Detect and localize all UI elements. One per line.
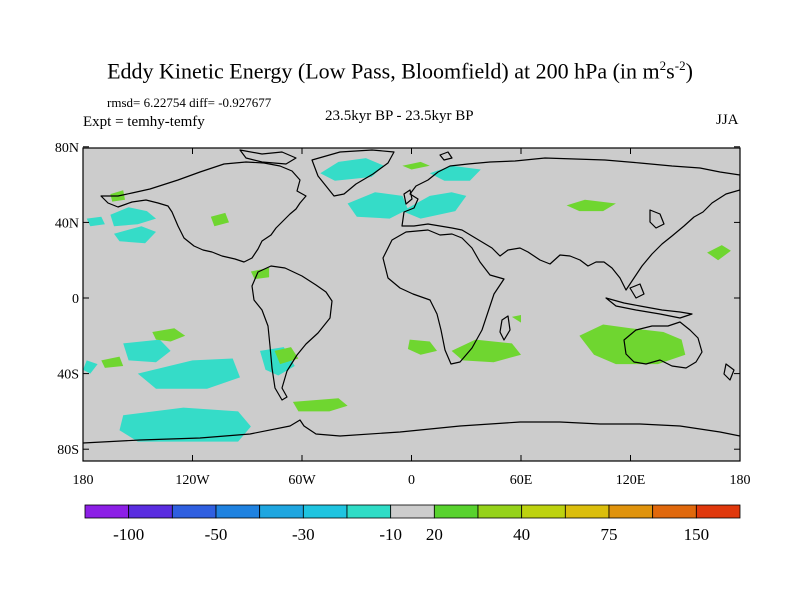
anomaly-patch-green bbox=[579, 324, 686, 365]
lat-label: 40N bbox=[55, 216, 79, 231]
colorbar-label: -30 bbox=[292, 525, 315, 544]
colorbar-label: 20 bbox=[426, 525, 443, 544]
coast-madagascar bbox=[499, 315, 511, 341]
anomaly-patch-cyan bbox=[320, 158, 385, 181]
colorbar-label: 40 bbox=[513, 525, 530, 544]
colorbar-label: 75 bbox=[601, 525, 618, 544]
colorbar-box bbox=[259, 504, 304, 519]
anomaly-patch-green bbox=[152, 328, 186, 342]
colorbar-label: -50 bbox=[205, 525, 228, 544]
coastlines bbox=[83, 149, 740, 444]
colorbar-box bbox=[477, 504, 523, 519]
anomaly-patch-cyan bbox=[402, 192, 467, 219]
stats-label: rmsd= 6.22754 diff= -0.927677 bbox=[107, 95, 272, 110]
coast-arctic-islands bbox=[239, 149, 297, 165]
anomaly-patch-cyan bbox=[137, 358, 240, 389]
colorbar-box bbox=[390, 504, 435, 519]
colorbar-box bbox=[171, 504, 217, 519]
anomaly-patch-green bbox=[707, 245, 731, 261]
anomaly-patch-cyan bbox=[123, 339, 171, 363]
colorbar-box bbox=[215, 504, 261, 519]
coast-new-zealand bbox=[723, 363, 735, 381]
coast-south-america bbox=[251, 265, 333, 401]
colorbar: -100 -50 -30 -10 20 40 75 150 bbox=[84, 504, 741, 544]
lon-label: 180 bbox=[73, 473, 94, 488]
anomaly-patch-green bbox=[250, 267, 270, 280]
anomaly-patch-green bbox=[210, 212, 229, 227]
lon-label: 120E bbox=[616, 473, 646, 488]
coast-africa bbox=[382, 229, 505, 365]
colorbar-box bbox=[84, 504, 130, 519]
coast-antarctica bbox=[83, 419, 740, 444]
anomaly-patch-green bbox=[292, 398, 348, 412]
anomaly-patch-cyan bbox=[114, 226, 156, 244]
lat-label: 80N bbox=[55, 141, 79, 156]
lon-label: 60E bbox=[510, 473, 533, 488]
lat-label: 0 bbox=[72, 292, 79, 307]
coast-indonesia bbox=[605, 297, 693, 319]
colorbar-box bbox=[608, 504, 654, 519]
coast-greenland bbox=[311, 149, 395, 197]
colorbar-box bbox=[346, 504, 392, 519]
lon-label: 120W bbox=[175, 473, 210, 488]
lon-label: 0 bbox=[408, 473, 415, 488]
colorbar-box bbox=[302, 504, 348, 519]
anomaly-patch-cyan bbox=[347, 192, 408, 219]
coast-british-isles bbox=[403, 189, 413, 205]
coast-australia bbox=[623, 321, 703, 369]
season-label: JJA bbox=[716, 112, 739, 128]
anomaly-patch-cyan bbox=[86, 216, 105, 227]
colorbar-box bbox=[521, 504, 566, 519]
anomaly-patch-green bbox=[407, 339, 437, 355]
anomaly-patch-green bbox=[274, 347, 299, 365]
figure-title: Eddy Kinetic Energy (Low Pass, Bloomfiel… bbox=[107, 58, 693, 84]
anomaly-patch-cyan bbox=[83, 360, 98, 374]
map-axes: 80N 40N 0 40S 80S 180 120W 60W 0 60E 120E 180 bbox=[55, 141, 751, 488]
colorbar-label: -100 bbox=[113, 525, 144, 544]
coast-eurasia bbox=[401, 157, 740, 291]
period-label: 23.5kyr BP - 23.5kyr BP bbox=[325, 108, 474, 124]
colorbar-box bbox=[433, 504, 479, 519]
coast-north-america bbox=[100, 161, 307, 263]
lat-label: 80S bbox=[57, 443, 79, 458]
experiment-label: Expt = temhy-temfy bbox=[83, 114, 205, 130]
anomaly-patch-green bbox=[451, 339, 521, 363]
anomaly-patch-cyan bbox=[119, 407, 251, 442]
colorbar-box bbox=[128, 504, 173, 519]
lon-label: 180 bbox=[730, 473, 751, 488]
colorbar-label: -10 bbox=[379, 525, 402, 544]
colorbar-box bbox=[564, 504, 610, 519]
anomaly-patches bbox=[83, 158, 731, 442]
colorbar-box bbox=[695, 504, 741, 519]
coast-svalbard bbox=[439, 151, 453, 161]
anomaly-patch-green bbox=[566, 199, 616, 212]
anomaly-patch-green bbox=[511, 315, 521, 323]
lon-label: 60W bbox=[288, 473, 316, 488]
anomaly-patch-green bbox=[101, 356, 124, 368]
anomaly-patch-green bbox=[402, 161, 430, 170]
colorbar-label: 150 bbox=[684, 525, 710, 544]
lat-label: 40S bbox=[57, 368, 79, 383]
coast-japan bbox=[649, 209, 665, 229]
anomaly-patch-cyan bbox=[110, 207, 156, 227]
coast-borneo bbox=[629, 283, 645, 299]
colorbar-box bbox=[652, 504, 697, 519]
